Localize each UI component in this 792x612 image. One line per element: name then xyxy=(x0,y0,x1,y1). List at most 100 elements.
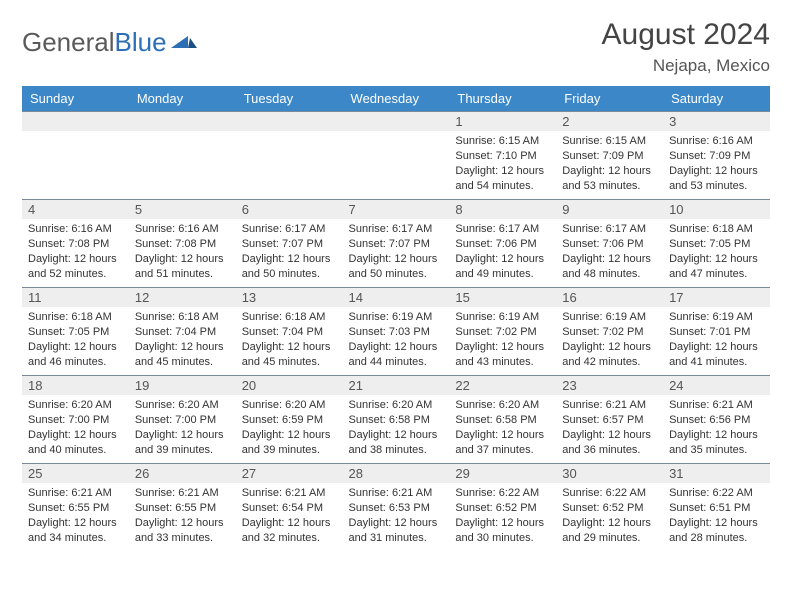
day-details: Sunrise: 6:16 AMSunset: 7:09 PMDaylight:… xyxy=(663,131,770,197)
day-number: 15 xyxy=(449,287,556,307)
calendar-cell: 18Sunrise: 6:20 AMSunset: 7:00 PMDayligh… xyxy=(22,375,129,463)
day-details: Sunrise: 6:20 AMSunset: 6:59 PMDaylight:… xyxy=(236,395,343,461)
logo-icon xyxy=(171,24,197,55)
day-details: Sunrise: 6:22 AMSunset: 6:52 PMDaylight:… xyxy=(556,483,663,549)
calendar-cell: 9Sunrise: 6:17 AMSunset: 7:06 PMDaylight… xyxy=(556,199,663,287)
calendar-cell: 26Sunrise: 6:21 AMSunset: 6:55 PMDayligh… xyxy=(129,463,236,551)
day-number: 28 xyxy=(343,463,450,483)
day-number: 27 xyxy=(236,463,343,483)
day-number: 16 xyxy=(556,287,663,307)
title-block: August 2024 Nejapa, Mexico xyxy=(602,18,770,76)
calendar-cell: 25Sunrise: 6:21 AMSunset: 6:55 PMDayligh… xyxy=(22,463,129,551)
calendar-cell: 30Sunrise: 6:22 AMSunset: 6:52 PMDayligh… xyxy=(556,463,663,551)
day-number: 12 xyxy=(129,287,236,307)
weekday-header: Sunday xyxy=(22,86,129,111)
header: GeneralBlue August 2024 Nejapa, Mexico xyxy=(22,18,770,76)
day-number: 14 xyxy=(343,287,450,307)
day-number: 29 xyxy=(449,463,556,483)
calendar-cell: 13Sunrise: 6:18 AMSunset: 7:04 PMDayligh… xyxy=(236,287,343,375)
calendar-cell: 24Sunrise: 6:21 AMSunset: 6:56 PMDayligh… xyxy=(663,375,770,463)
calendar-cell-empty xyxy=(129,111,236,199)
logo: GeneralBlue xyxy=(22,18,197,61)
location: Nejapa, Mexico xyxy=(602,56,770,76)
day-number: 2 xyxy=(556,111,663,131)
logo-word-2: Blue xyxy=(115,27,167,58)
day-number: 18 xyxy=(22,375,129,395)
day-details: Sunrise: 6:16 AMSunset: 7:08 PMDaylight:… xyxy=(129,219,236,285)
day-number: 3 xyxy=(663,111,770,131)
calendar-cell: 31Sunrise: 6:22 AMSunset: 6:51 PMDayligh… xyxy=(663,463,770,551)
day-details: Sunrise: 6:19 AMSunset: 7:03 PMDaylight:… xyxy=(343,307,450,373)
calendar-cell: 4Sunrise: 6:16 AMSunset: 7:08 PMDaylight… xyxy=(22,199,129,287)
day-number: 11 xyxy=(22,287,129,307)
day-number: 6 xyxy=(236,199,343,219)
day-details: Sunrise: 6:17 AMSunset: 7:06 PMDaylight:… xyxy=(449,219,556,285)
day-details: Sunrise: 6:15 AMSunset: 7:09 PMDaylight:… xyxy=(556,131,663,197)
day-number: 13 xyxy=(236,287,343,307)
day-number: 4 xyxy=(22,199,129,219)
day-details: Sunrise: 6:22 AMSunset: 6:51 PMDaylight:… xyxy=(663,483,770,549)
calendar-cell: 2Sunrise: 6:15 AMSunset: 7:09 PMDaylight… xyxy=(556,111,663,199)
weekday-header-row: Sunday Monday Tuesday Wednesday Thursday… xyxy=(22,86,770,111)
day-details: Sunrise: 6:20 AMSunset: 6:58 PMDaylight:… xyxy=(449,395,556,461)
calendar-cell: 21Sunrise: 6:20 AMSunset: 6:58 PMDayligh… xyxy=(343,375,450,463)
calendar-cell-empty xyxy=(236,111,343,199)
day-number: 21 xyxy=(343,375,450,395)
day-details: Sunrise: 6:21 AMSunset: 6:55 PMDaylight:… xyxy=(22,483,129,549)
page-title: August 2024 xyxy=(602,18,770,52)
day-number: 31 xyxy=(663,463,770,483)
calendar-cell: 16Sunrise: 6:19 AMSunset: 7:02 PMDayligh… xyxy=(556,287,663,375)
calendar-cell: 17Sunrise: 6:19 AMSunset: 7:01 PMDayligh… xyxy=(663,287,770,375)
day-details: Sunrise: 6:19 AMSunset: 7:01 PMDaylight:… xyxy=(663,307,770,373)
weekday-header: Wednesday xyxy=(343,86,450,111)
weekday-header: Tuesday xyxy=(236,86,343,111)
day-details: Sunrise: 6:21 AMSunset: 6:53 PMDaylight:… xyxy=(343,483,450,549)
day-details: Sunrise: 6:19 AMSunset: 7:02 PMDaylight:… xyxy=(556,307,663,373)
calendar-table: Sunday Monday Tuesday Wednesday Thursday… xyxy=(22,86,770,551)
day-number: 7 xyxy=(343,199,450,219)
logo-word-1: General xyxy=(22,27,115,58)
day-details: Sunrise: 6:21 AMSunset: 6:54 PMDaylight:… xyxy=(236,483,343,549)
day-number: 30 xyxy=(556,463,663,483)
day-number: 19 xyxy=(129,375,236,395)
calendar-cell: 11Sunrise: 6:18 AMSunset: 7:05 PMDayligh… xyxy=(22,287,129,375)
day-number: 1 xyxy=(449,111,556,131)
day-number: 24 xyxy=(663,375,770,395)
empty-day-bar xyxy=(22,111,129,131)
day-number: 5 xyxy=(129,199,236,219)
calendar-cell: 22Sunrise: 6:20 AMSunset: 6:58 PMDayligh… xyxy=(449,375,556,463)
empty-day-bar xyxy=(236,111,343,131)
calendar-row: 4Sunrise: 6:16 AMSunset: 7:08 PMDaylight… xyxy=(22,199,770,287)
day-details: Sunrise: 6:21 AMSunset: 6:55 PMDaylight:… xyxy=(129,483,236,549)
calendar-cell-empty xyxy=(343,111,450,199)
calendar-cell: 8Sunrise: 6:17 AMSunset: 7:06 PMDaylight… xyxy=(449,199,556,287)
calendar-cell: 29Sunrise: 6:22 AMSunset: 6:52 PMDayligh… xyxy=(449,463,556,551)
calendar-cell: 14Sunrise: 6:19 AMSunset: 7:03 PMDayligh… xyxy=(343,287,450,375)
calendar-cell: 10Sunrise: 6:18 AMSunset: 7:05 PMDayligh… xyxy=(663,199,770,287)
empty-day-bar xyxy=(129,111,236,131)
calendar-cell: 27Sunrise: 6:21 AMSunset: 6:54 PMDayligh… xyxy=(236,463,343,551)
calendar-cell: 28Sunrise: 6:21 AMSunset: 6:53 PMDayligh… xyxy=(343,463,450,551)
day-number: 17 xyxy=(663,287,770,307)
calendar-cell: 1Sunrise: 6:15 AMSunset: 7:10 PMDaylight… xyxy=(449,111,556,199)
day-details: Sunrise: 6:20 AMSunset: 7:00 PMDaylight:… xyxy=(129,395,236,461)
day-details: Sunrise: 6:21 AMSunset: 6:57 PMDaylight:… xyxy=(556,395,663,461)
weekday-header: Monday xyxy=(129,86,236,111)
day-details: Sunrise: 6:21 AMSunset: 6:56 PMDaylight:… xyxy=(663,395,770,461)
day-number: 25 xyxy=(22,463,129,483)
weekday-header: Saturday xyxy=(663,86,770,111)
day-details: Sunrise: 6:15 AMSunset: 7:10 PMDaylight:… xyxy=(449,131,556,197)
calendar-cell: 3Sunrise: 6:16 AMSunset: 7:09 PMDaylight… xyxy=(663,111,770,199)
calendar-cell: 20Sunrise: 6:20 AMSunset: 6:59 PMDayligh… xyxy=(236,375,343,463)
day-details: Sunrise: 6:19 AMSunset: 7:02 PMDaylight:… xyxy=(449,307,556,373)
day-number: 9 xyxy=(556,199,663,219)
calendar-cell: 15Sunrise: 6:19 AMSunset: 7:02 PMDayligh… xyxy=(449,287,556,375)
calendar-cell: 5Sunrise: 6:16 AMSunset: 7:08 PMDaylight… xyxy=(129,199,236,287)
calendar-cell: 6Sunrise: 6:17 AMSunset: 7:07 PMDaylight… xyxy=(236,199,343,287)
calendar-body: 1Sunrise: 6:15 AMSunset: 7:10 PMDaylight… xyxy=(22,111,770,551)
day-details: Sunrise: 6:17 AMSunset: 7:06 PMDaylight:… xyxy=(556,219,663,285)
day-details: Sunrise: 6:17 AMSunset: 7:07 PMDaylight:… xyxy=(343,219,450,285)
day-details: Sunrise: 6:16 AMSunset: 7:08 PMDaylight:… xyxy=(22,219,129,285)
day-details: Sunrise: 6:18 AMSunset: 7:04 PMDaylight:… xyxy=(129,307,236,373)
day-details: Sunrise: 6:18 AMSunset: 7:05 PMDaylight:… xyxy=(663,219,770,285)
